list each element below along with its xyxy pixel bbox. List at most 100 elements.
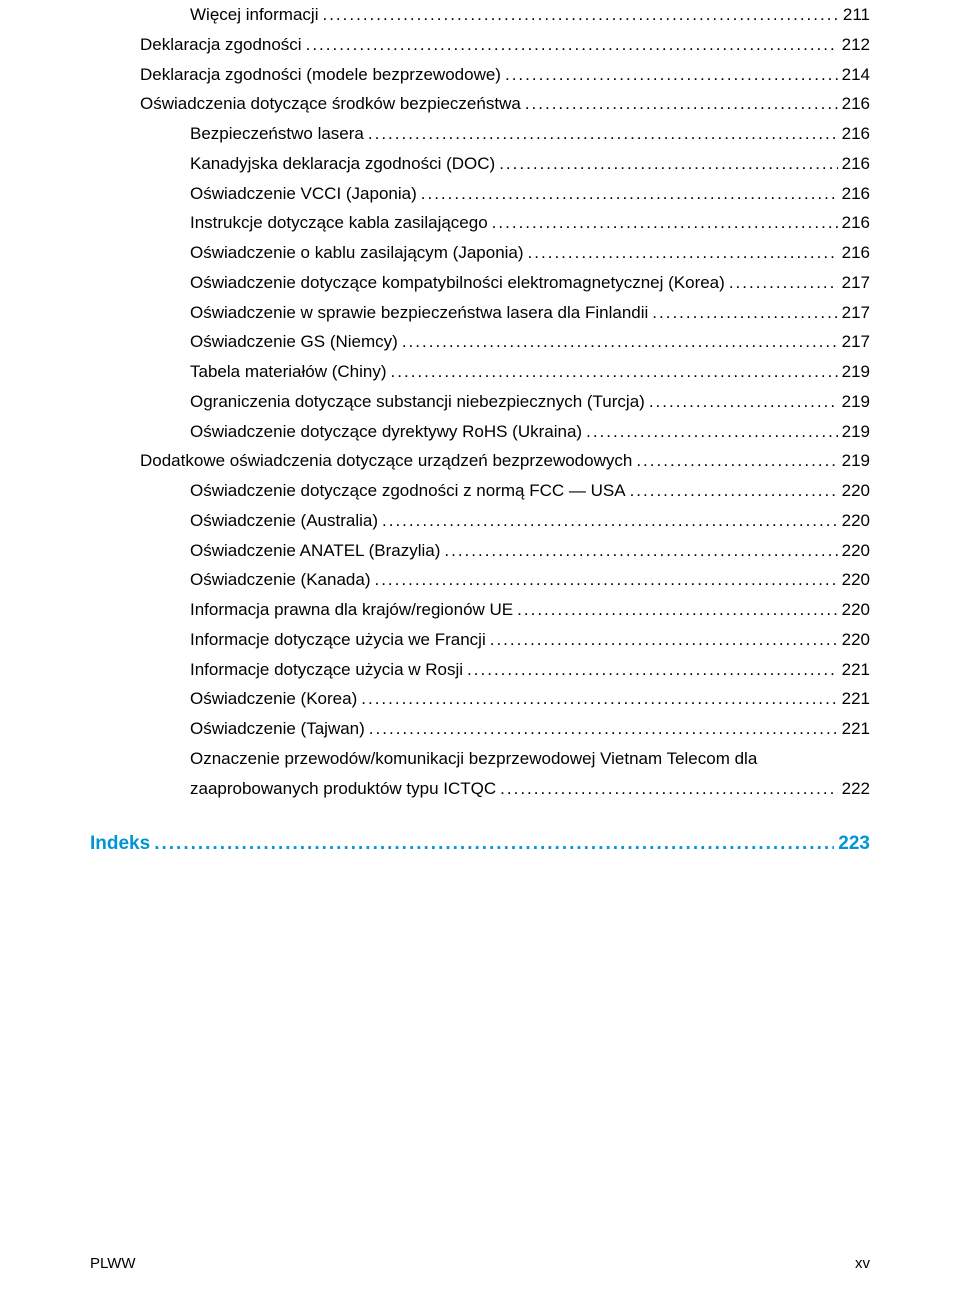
toc-leader-dots: [382, 506, 838, 536]
toc-entry[interactable]: Oświadczenie (Kanada) 220: [90, 565, 870, 595]
toc-entry[interactable]: Oświadczenie VCCI (Japonia) 216: [90, 179, 870, 209]
toc-list: Więcej informacji211Deklaracja zgodności…: [90, 0, 870, 744]
toc-leader-dots: [525, 89, 838, 119]
toc-entry[interactable]: Oświadczenie (Korea)221: [90, 684, 870, 714]
toc-entry[interactable]: Instrukcje dotyczące kabla zasilającego 2…: [90, 208, 870, 238]
toc-page-number: 220: [842, 476, 870, 506]
toc-page-number: 216: [842, 149, 870, 179]
toc-entry[interactable]: Ograniczenia dotyczące substancji niebez…: [90, 387, 870, 417]
toc-leader-dots: [500, 774, 837, 804]
toc-leader-dots: [374, 565, 837, 595]
toc-entry[interactable]: Oświadczenie dotyczące dyrektywy RoHS (U…: [90, 417, 870, 447]
page-footer: PLWW xv: [90, 1255, 870, 1272]
toc-entry[interactable]: Deklaracja zgodności 212: [90, 30, 870, 60]
toc-label: Ograniczenia dotyczące substancji niebez…: [190, 387, 645, 417]
toc-page-number: 216: [842, 208, 870, 238]
toc-entry[interactable]: Oświadczenia dotyczące środków bezpiecze…: [90, 89, 870, 119]
toc-page-number: 217: [842, 298, 870, 328]
toc-leader-dots: [322, 0, 838, 30]
toc-label: Oświadczenie dotyczące kompatybilności e…: [190, 268, 725, 298]
toc-leader-dots: [368, 119, 838, 149]
toc-entry[interactable]: Informacje dotyczące użycia we Francji 22…: [90, 625, 870, 655]
toc-page-number: 219: [842, 387, 870, 417]
toc-leader-dots: [652, 298, 837, 328]
toc-page-number: 219: [842, 357, 870, 387]
toc-label: Oświadczenie GS (Niemcy): [190, 327, 398, 357]
toc-page-number: 220: [842, 625, 870, 655]
toc-leader-dots: [636, 446, 837, 476]
toc-page-number: 220: [842, 506, 870, 536]
page: Więcej informacji211Deklaracja zgodności…: [0, 0, 960, 1312]
toc-entry[interactable]: Oświadczenie (Tajwan)221: [90, 714, 870, 744]
toc-entry[interactable]: Informacja prawna dla krajów/regionów UE…: [90, 595, 870, 625]
toc-entry[interactable]: Oświadczenie GS (Niemcy) 217: [90, 327, 870, 357]
toc-page-number: 222: [842, 774, 870, 804]
toc-label: Kanadyjska deklaracja zgodności (DOC): [190, 149, 495, 179]
toc-leader-dots: [154, 827, 834, 860]
toc-label: Deklaracja zgodności (modele bezprzewodo…: [140, 60, 501, 90]
toc-entry[interactable]: Oświadczenie ANATEL (Brazylia) 220: [90, 536, 870, 566]
toc-entry-wrapped: Oznaczenie przewodów/komunikacji bezprze…: [90, 744, 870, 774]
toc-page-number: 216: [842, 89, 870, 119]
toc-entry[interactable]: Kanadyjska deklaracja zgodności (DOC) 216: [90, 149, 870, 179]
toc-label: Oświadczenia dotyczące środków bezpiecze…: [140, 89, 521, 119]
footer-right: xv: [855, 1255, 870, 1272]
toc-entry[interactable]: Tabela materiałów (Chiny)219: [90, 357, 870, 387]
toc-label: Instrukcje dotyczące kabla zasilającego: [190, 208, 488, 238]
toc-leader-dots: [586, 417, 838, 447]
toc-label: Oświadczenie (Tajwan): [190, 714, 365, 744]
toc-page-number: 214: [842, 60, 870, 90]
toc-entry[interactable]: Informacje dotyczące użycia w Rosji221: [90, 655, 870, 685]
toc-page-number: 220: [842, 536, 870, 566]
toc-label: Dodatkowe oświadczenia dotyczące urządze…: [140, 446, 632, 476]
toc-entry[interactable]: Oświadczenie o kablu zasilającym (Japoni…: [90, 238, 870, 268]
toc-label: Oświadczenie VCCI (Japonia): [190, 179, 417, 209]
toc-leader-dots: [391, 357, 838, 387]
toc-entry[interactable]: Deklaracja zgodności (modele bezprzewodo…: [90, 60, 870, 90]
toc-leader-dots: [729, 268, 838, 298]
toc-page-number: 220: [842, 595, 870, 625]
toc-page-number: 220: [842, 565, 870, 595]
toc-entry[interactable]: Oświadczenie w sprawie bezpieczeństwa la…: [90, 298, 870, 328]
toc-label: Bezpieczeństwo lasera: [190, 119, 364, 149]
toc-entry[interactable]: Więcej informacji211: [90, 0, 870, 30]
toc-page-number: 217: [842, 327, 870, 357]
toc-entry[interactable]: Oświadczenie dotyczące zgodności z normą…: [90, 476, 870, 506]
toc-entry[interactable]: Oświadczenie (Australia) 220: [90, 506, 870, 536]
toc-label: Oznaczenie przewodów/komunikacji bezprze…: [190, 749, 757, 768]
toc-label: Oświadczenie dotyczące zgodności z normą…: [190, 476, 626, 506]
toc-leader-dots: [499, 149, 837, 179]
toc-label: Informacje dotyczące użycia we Francji: [190, 625, 486, 655]
toc-entry[interactable]: Dodatkowe oświadczenia dotyczące urządze…: [90, 446, 870, 476]
toc-leader-dots: [649, 387, 838, 417]
toc-leader-dots: [528, 238, 838, 268]
toc-label: zaaprobowanych produktów typu ICTQC: [190, 774, 496, 804]
toc-label: Informacja prawna dla krajów/regionów UE: [190, 595, 513, 625]
toc-page-number: 219: [842, 417, 870, 447]
toc-page-number: 216: [842, 119, 870, 149]
toc-label: Oświadczenie dotyczące dyrektywy RoHS (U…: [190, 417, 582, 447]
toc-entry[interactable]: Bezpieczeństwo lasera 216: [90, 119, 870, 149]
toc-page-number: 221: [842, 655, 870, 685]
toc-entry-wrapped-line2: zaaprobowanych produktów typu ICTQC 222: [90, 774, 870, 804]
toc-page-number: 216: [842, 238, 870, 268]
toc-page-number: 212: [842, 30, 870, 60]
toc-label: Oświadczenie o kablu zasilającym (Japoni…: [190, 238, 524, 268]
toc-page-number: 221: [842, 684, 870, 714]
toc-label: Oświadczenie (Australia): [190, 506, 378, 536]
toc-leader-dots: [490, 625, 838, 655]
toc-entry[interactable]: Oświadczenie dotyczące kompatybilności e…: [90, 268, 870, 298]
toc-leader-dots: [630, 476, 838, 506]
toc-label: Oświadczenie ANATEL (Brazylia): [190, 536, 440, 566]
toc-label: Oświadczenie (Kanada): [190, 565, 370, 595]
toc-leader-dots: [467, 655, 838, 685]
toc-leader-dots: [492, 208, 838, 238]
toc-label: Deklaracja zgodności: [140, 30, 302, 60]
index-entry[interactable]: Indeks 223: [90, 827, 870, 860]
toc-label: Oświadczenie w sprawie bezpieczeństwa la…: [190, 298, 648, 328]
toc-leader-dots: [369, 714, 838, 744]
index-label: Indeks: [90, 827, 150, 860]
toc-label: Więcej informacji: [190, 0, 318, 30]
toc-page-number: 216: [842, 179, 870, 209]
index-page-number: 223: [838, 827, 870, 860]
